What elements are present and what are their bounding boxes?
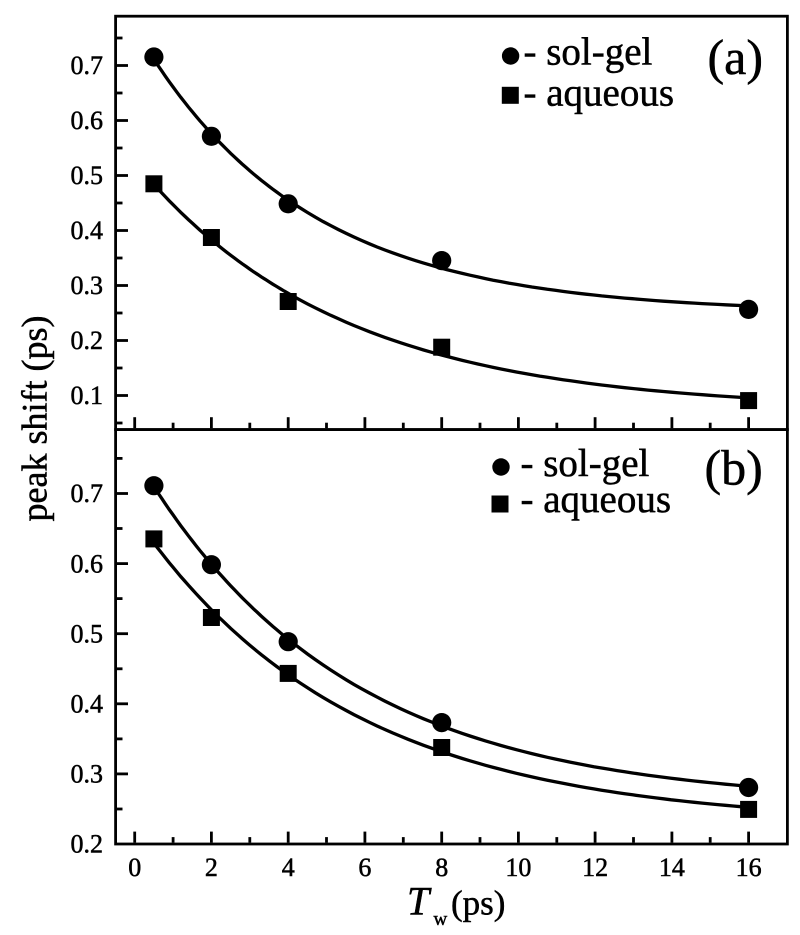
svg-text:0.2: 0.2	[71, 326, 104, 355]
svg-text:0.6: 0.6	[71, 106, 104, 135]
svg-text:6: 6	[358, 853, 371, 882]
svg-text:0.1: 0.1	[71, 381, 104, 410]
svg-text:peak shift (ps): peak shift (ps)	[15, 316, 55, 522]
svg-text:0.4: 0.4	[71, 690, 104, 719]
svg-text:0.2: 0.2	[71, 830, 104, 859]
svg-text:16: 16	[736, 853, 762, 882]
svg-text:0.3: 0.3	[71, 760, 104, 789]
svg-text:2: 2	[205, 853, 218, 882]
svg-text:4: 4	[282, 853, 295, 882]
svg-text:0.6: 0.6	[71, 549, 104, 578]
svg-text:10: 10	[505, 853, 531, 882]
svg-text:- aqueous: - aqueous	[521, 478, 672, 521]
svg-text:14: 14	[659, 853, 685, 882]
svg-text:- aqueous: - aqueous	[524, 71, 675, 114]
svg-text:0: 0	[128, 853, 141, 882]
svg-text:0.5: 0.5	[71, 619, 104, 648]
svg-text:T: T	[407, 879, 432, 924]
svg-text:12: 12	[582, 853, 608, 882]
svg-text:0.5: 0.5	[71, 161, 104, 190]
svg-text:(b): (b)	[705, 440, 763, 496]
svg-text:w: w	[434, 909, 448, 930]
svg-text:- sol-gel: - sol-gel	[521, 442, 650, 485]
svg-text:- sol-gel: - sol-gel	[524, 31, 653, 74]
svg-text:8: 8	[435, 853, 448, 882]
svg-text:0.4: 0.4	[71, 216, 104, 245]
svg-text:0.3: 0.3	[71, 271, 104, 300]
svg-text:(ps): (ps)	[451, 884, 505, 923]
svg-text:0.7: 0.7	[71, 479, 104, 508]
svg-text:(a): (a)	[708, 29, 764, 85]
svg-text:0.7: 0.7	[71, 51, 104, 80]
